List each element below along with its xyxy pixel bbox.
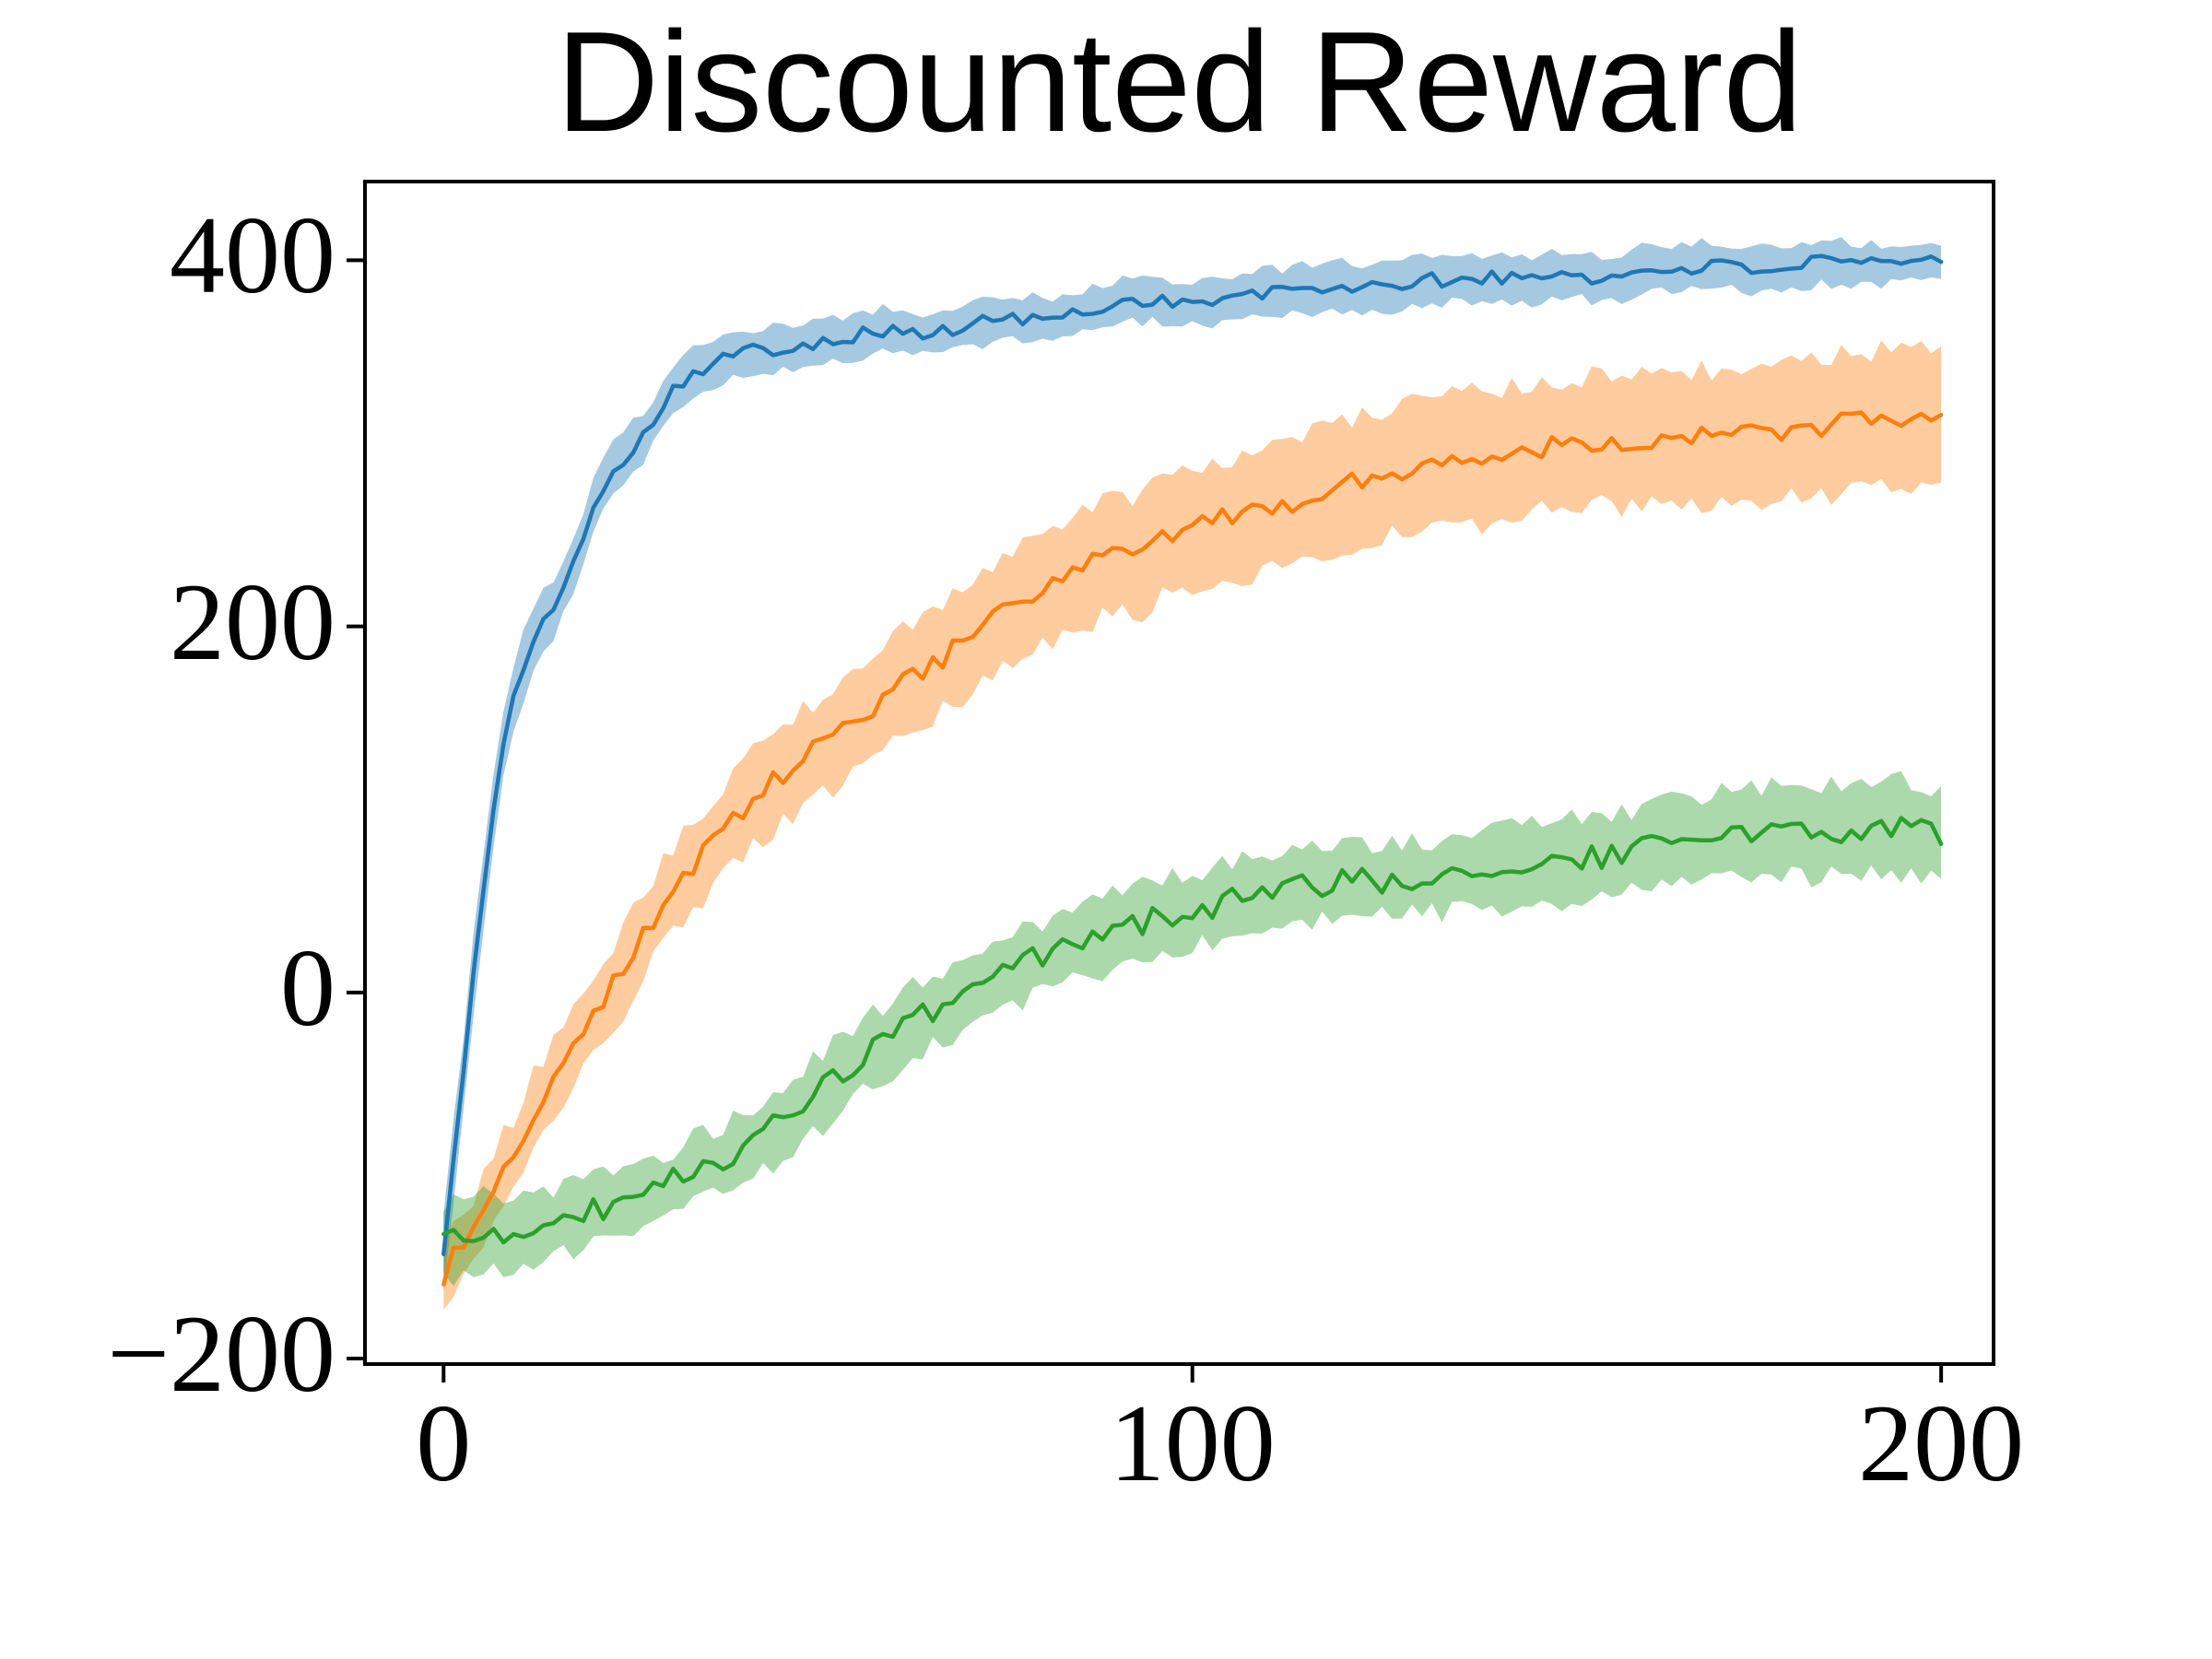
y-tick-label: 400 [170, 194, 335, 317]
x-tick-label: 100 [1109, 1382, 1276, 1504]
series-blue-line [441, 253, 1944, 1256]
series-green-line [441, 816, 1944, 1245]
y-tick-label: −200 [107, 1292, 335, 1416]
series-green-band [443, 771, 1942, 1287]
series-orange-band [443, 340, 1942, 1311]
series-orange-line [441, 410, 1944, 1287]
x-tick-label: 200 [1858, 1382, 2025, 1504]
x-tick-label: 0 [416, 1382, 472, 1504]
chart-title: Discounted Reward [556, 2, 1803, 161]
plot-spines [363, 180, 1995, 1366]
y-tick-label: 200 [170, 559, 335, 683]
y-tick-label: 0 [280, 926, 335, 1050]
